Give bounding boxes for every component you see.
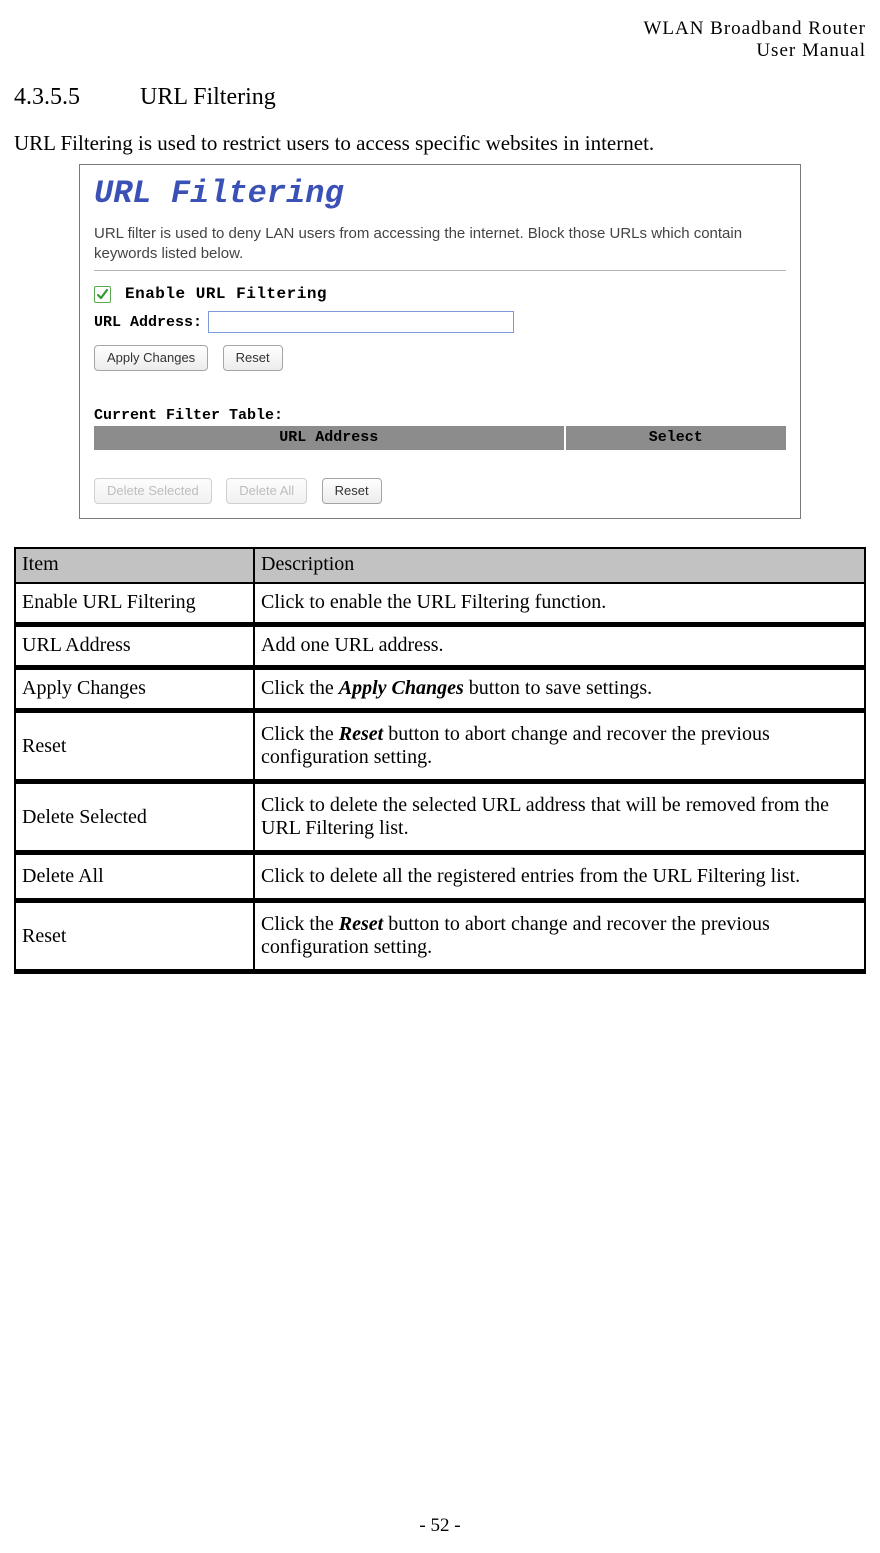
desc-cell: Click the Apply Changes button to save s… xyxy=(255,670,866,713)
description-table-header-desc: Description xyxy=(255,547,866,584)
description-table-header-item: Item xyxy=(14,547,255,584)
section-intro: URL Filtering is used to restrict users … xyxy=(14,131,866,156)
table-row: Reset Click the Reset button to abort ch… xyxy=(14,903,866,974)
description-table: Item Description Enable URL Filtering Cl… xyxy=(14,547,866,974)
doc-header-line1: WLAN Broadband Router xyxy=(14,18,866,40)
delete-all-button[interactable]: Delete All xyxy=(226,478,307,504)
desc-cell: Click the Reset button to abort change a… xyxy=(255,903,866,974)
doc-header-line2: User Manual xyxy=(14,40,866,62)
item-cell: Delete Selected xyxy=(14,784,255,855)
item-cell: Delete All xyxy=(14,855,255,903)
reset-button[interactable]: Reset xyxy=(223,345,283,371)
filter-table-header-url: URL Address xyxy=(94,426,565,450)
item-cell: Reset xyxy=(14,903,255,974)
desc-cell: Click the Reset button to abort change a… xyxy=(255,713,866,784)
item-cell: URL Address xyxy=(14,627,255,670)
url-address-input[interactable] xyxy=(208,311,514,333)
panel-title: URL Filtering xyxy=(94,175,786,212)
item-cell: Apply Changes xyxy=(14,670,255,713)
desc-cell: Click to enable the URL Filtering functi… xyxy=(255,584,866,627)
table-row: Delete Selected Click to delete the sele… xyxy=(14,784,866,855)
check-icon xyxy=(96,288,109,301)
enable-url-filtering-label: Enable URL Filtering xyxy=(125,285,327,303)
delete-selected-button[interactable]: Delete Selected xyxy=(94,478,212,504)
table-row: Reset Click the Reset button to abort ch… xyxy=(14,713,866,784)
desc-cell: Add one URL address. xyxy=(255,627,866,670)
section-number: 4.3.5.5 xyxy=(14,84,80,111)
panel-description: URL filter is used to deny LAN users fro… xyxy=(94,224,786,265)
item-cell: Enable URL Filtering xyxy=(14,584,255,627)
page-number: - 52 - xyxy=(0,1515,880,1537)
section-title: URL Filtering xyxy=(140,84,276,110)
filter-table-title: Current Filter Table: xyxy=(94,407,786,424)
filter-table: URL Address Select xyxy=(94,426,786,450)
desc-cell: Click to delete all the registered entri… xyxy=(255,855,866,903)
table-row: Enable URL Filtering Click to enable the… xyxy=(14,584,866,627)
filter-table-header-select: Select xyxy=(565,426,786,450)
table-row: Apply Changes Click the Apply Changes bu… xyxy=(14,670,866,713)
enable-url-filtering-checkbox[interactable] xyxy=(94,286,111,303)
url-address-label: URL Address: xyxy=(94,314,202,331)
item-cell: Reset xyxy=(14,713,255,784)
doc-header: WLAN Broadband Router User Manual xyxy=(14,18,866,62)
desc-cell: Click to delete the selected URL address… xyxy=(255,784,866,855)
router-ui-screenshot: URL Filtering URL filter is used to deny… xyxy=(79,164,801,520)
apply-changes-button[interactable]: Apply Changes xyxy=(94,345,208,371)
reset-table-button[interactable]: Reset xyxy=(322,478,382,504)
table-row: URL Address Add one URL address. xyxy=(14,627,866,670)
section-heading: 4.3.5.5 URL Filtering xyxy=(14,84,866,111)
table-row: Delete All Click to delete all the regis… xyxy=(14,855,866,903)
divider xyxy=(94,270,786,271)
